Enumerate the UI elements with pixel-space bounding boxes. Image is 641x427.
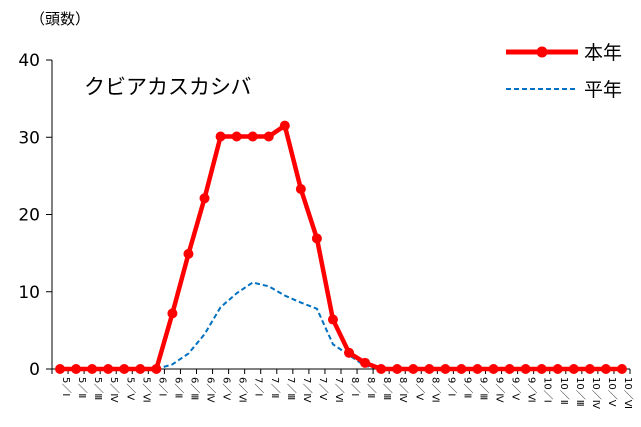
legend-label-honen: 本年 bbox=[584, 42, 622, 64]
x-tick-label: 8／Ⅲ bbox=[381, 377, 393, 400]
x-tick-label: 9／Ⅰ bbox=[445, 377, 457, 396]
x-tick-label: 6／Ⅵ bbox=[237, 377, 249, 403]
x-tick-label: 8／Ⅳ bbox=[397, 377, 409, 403]
series-point-honen bbox=[279, 120, 290, 131]
x-tick-label: 10／Ⅴ bbox=[606, 377, 618, 407]
x-tick-label: 9／Ⅲ bbox=[477, 377, 489, 400]
legend: 本年 平年 bbox=[506, 42, 622, 101]
x-tick-label: 10／Ⅳ bbox=[590, 377, 602, 410]
series-point-honen bbox=[472, 364, 483, 374]
y-tick-label: 10 bbox=[18, 283, 40, 303]
x-tick-label: 10／Ⅰ bbox=[542, 377, 554, 403]
series-line-honen bbox=[60, 123, 622, 372]
y-tick-label: 40 bbox=[18, 51, 40, 71]
series-point-honen bbox=[55, 364, 66, 374]
y-tick-label: 0 bbox=[29, 360, 40, 380]
x-tick-label: 8／Ⅱ bbox=[365, 377, 377, 398]
y-tick-label: 20 bbox=[18, 206, 40, 226]
series-point-honen bbox=[263, 131, 274, 142]
x-tick-label: 5／Ⅳ bbox=[108, 377, 120, 403]
series-point-honen bbox=[344, 347, 355, 358]
series-point-honen bbox=[87, 364, 98, 374]
series-point-honen bbox=[119, 364, 130, 374]
y-tick-label: 30 bbox=[18, 128, 40, 148]
x-tick-label: 7／Ⅵ bbox=[333, 377, 345, 403]
x-tick-label: 8／Ⅴ bbox=[413, 377, 425, 400]
series-point-honen bbox=[247, 131, 258, 142]
series-point-honen bbox=[504, 364, 515, 374]
series-layer bbox=[55, 120, 627, 374]
series-point-honen bbox=[215, 131, 226, 142]
x-tick-label: 8／Ⅰ bbox=[349, 377, 361, 396]
series-point-honen bbox=[151, 364, 162, 374]
x-tick-label: 6／Ⅰ bbox=[156, 377, 168, 396]
x-tick-label: 7／Ⅰ bbox=[253, 377, 265, 396]
series-point-honen bbox=[568, 364, 579, 374]
y-unit-label: （頭数） bbox=[30, 10, 90, 28]
x-tick-label: 10／Ⅲ bbox=[574, 377, 586, 407]
series-point-honen bbox=[408, 364, 419, 374]
series-point-honen bbox=[616, 364, 627, 374]
x-tick-label: 6／Ⅲ bbox=[188, 377, 200, 400]
x-tick-label: 5／Ⅰ bbox=[60, 377, 72, 396]
series-point-honen bbox=[295, 184, 306, 195]
x-tick-label: 5／Ⅲ bbox=[92, 377, 104, 400]
x-tick-label: 5／Ⅴ bbox=[124, 377, 136, 400]
series-point-honen bbox=[103, 364, 114, 374]
series-point-honen bbox=[327, 314, 338, 325]
x-tick-label: 9／Ⅱ bbox=[461, 377, 473, 398]
series-point-honen bbox=[135, 364, 146, 374]
y-axis-ticks: 0 10 20 30 40 bbox=[18, 51, 52, 380]
series-point-honen bbox=[311, 233, 322, 244]
legend-marker-honen bbox=[536, 46, 548, 58]
series-point-honen bbox=[584, 364, 595, 374]
series-point-honen bbox=[440, 364, 451, 374]
x-tick-label: 5／Ⅵ bbox=[140, 377, 152, 403]
series-point-honen bbox=[199, 193, 210, 204]
x-tick-label: 5／Ⅱ bbox=[76, 377, 88, 398]
x-tick-label: 7／Ⅱ bbox=[269, 377, 281, 398]
x-tick-label: 7／Ⅳ bbox=[301, 377, 313, 403]
series-point-honen bbox=[536, 364, 547, 374]
series-point-honen bbox=[231, 131, 242, 142]
x-tick-label: 7／Ⅴ bbox=[317, 377, 329, 400]
series-point-honen bbox=[392, 364, 403, 374]
series-point-honen bbox=[183, 248, 194, 259]
series-point-honen bbox=[552, 364, 563, 374]
x-tick-label: 8／Ⅵ bbox=[429, 377, 441, 403]
series-point-honen bbox=[167, 308, 178, 319]
series-point-honen bbox=[376, 364, 387, 374]
series-point-honen bbox=[520, 364, 531, 374]
x-tick-label: 6／Ⅱ bbox=[172, 377, 184, 398]
x-tick-label: 9／Ⅴ bbox=[510, 377, 522, 400]
series-point-honen bbox=[456, 364, 467, 374]
x-tick-label: 10／Ⅱ bbox=[558, 377, 570, 405]
series-point-honen bbox=[360, 357, 371, 368]
x-tick-label: 6／Ⅳ bbox=[205, 377, 217, 403]
x-tick-label: 9／Ⅳ bbox=[494, 377, 506, 403]
series-line-heinen bbox=[60, 281, 622, 370]
series-point-honen bbox=[424, 364, 435, 374]
series-point-honen bbox=[600, 364, 611, 374]
x-tick-label: 7／Ⅲ bbox=[285, 377, 297, 400]
x-tick-label: 6／Ⅴ bbox=[221, 377, 233, 400]
x-tick-label: 10／Ⅵ bbox=[622, 377, 634, 409]
axes bbox=[51, 60, 630, 370]
x-tick-label: 9／Ⅵ bbox=[526, 377, 538, 403]
series-point-honen bbox=[71, 364, 82, 374]
x-axis-ticks: 5／Ⅰ 5／Ⅱ 5／Ⅲ 5／Ⅳ 5／Ⅴ 5／Ⅵ 6／Ⅰ 6／Ⅱ 6／Ⅲ 6／Ⅳ 6／Ⅴ 6／Ⅵ 7／Ⅰ 7… bbox=[51, 369, 634, 410]
chart-annotation: クビアカスカシバ bbox=[84, 75, 251, 99]
series-point-honen bbox=[488, 364, 499, 374]
legend-label-heinen: 平年 bbox=[584, 79, 622, 101]
